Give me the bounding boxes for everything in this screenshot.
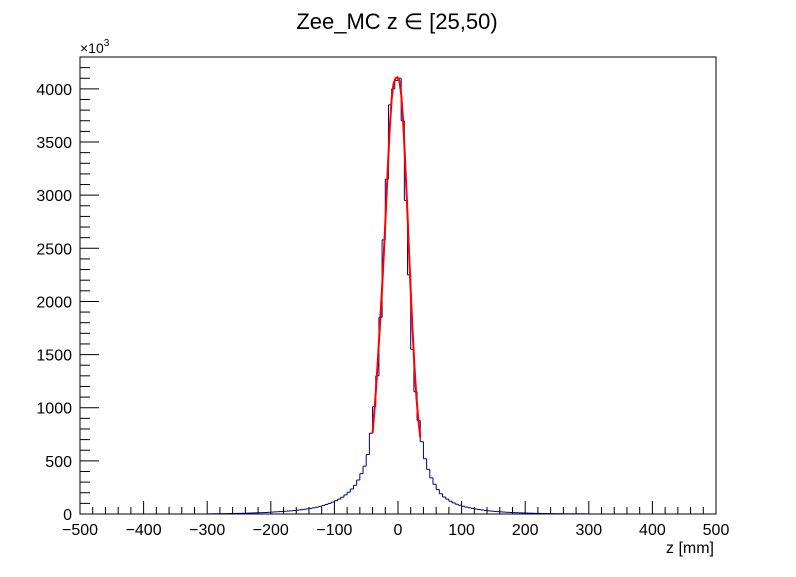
x-axis-label: z [mm] xyxy=(666,540,714,557)
x-tick-label: 200 xyxy=(512,522,539,539)
y-tick-label: 2500 xyxy=(36,241,72,258)
histogram-series xyxy=(206,77,590,515)
y-tick-label: 1500 xyxy=(36,348,72,365)
y-tick-label: 2000 xyxy=(36,294,72,311)
x-tick-label: −400 xyxy=(126,522,162,539)
fit-curve-line xyxy=(371,75,422,438)
x-tick-label: 400 xyxy=(639,522,666,539)
y-tick-label: 1000 xyxy=(36,401,72,418)
x-tick-label: −100 xyxy=(316,522,352,539)
y-tick-label: 3000 xyxy=(36,188,72,205)
x-tick-label: −300 xyxy=(189,522,225,539)
y-multiplier: ×103 xyxy=(80,38,110,56)
x-tick-label: 500 xyxy=(703,522,730,539)
y-tick-label: 3500 xyxy=(36,135,72,152)
x-tick-label: 300 xyxy=(575,522,602,539)
y-tick-labels: 0 500 1000 1500 2000 2500 3000 3500 4000 xyxy=(36,82,72,524)
y-tick-label: 0 xyxy=(63,507,72,524)
x-tick-label: 100 xyxy=(448,522,475,539)
plot-frame xyxy=(79,56,717,515)
x-tick-label: −500 xyxy=(62,522,98,539)
x-tick-label: −200 xyxy=(253,522,289,539)
y-multiplier-base: ×10 xyxy=(80,40,104,56)
x-tick-label: 0 xyxy=(394,522,403,539)
chart-title: Zee_MC z ∈ [25,50) xyxy=(296,9,497,34)
axis-ticks xyxy=(79,56,717,515)
x-tick-labels: −500 −400 −300 −200 −100 0 100 200 300 400 500 xyxy=(62,522,729,539)
fit-curve-series xyxy=(371,75,422,438)
y-tick-label: 4000 xyxy=(36,82,72,99)
y-tick-label: 500 xyxy=(45,454,72,471)
y-multiplier-exponent: 3 xyxy=(104,38,110,49)
